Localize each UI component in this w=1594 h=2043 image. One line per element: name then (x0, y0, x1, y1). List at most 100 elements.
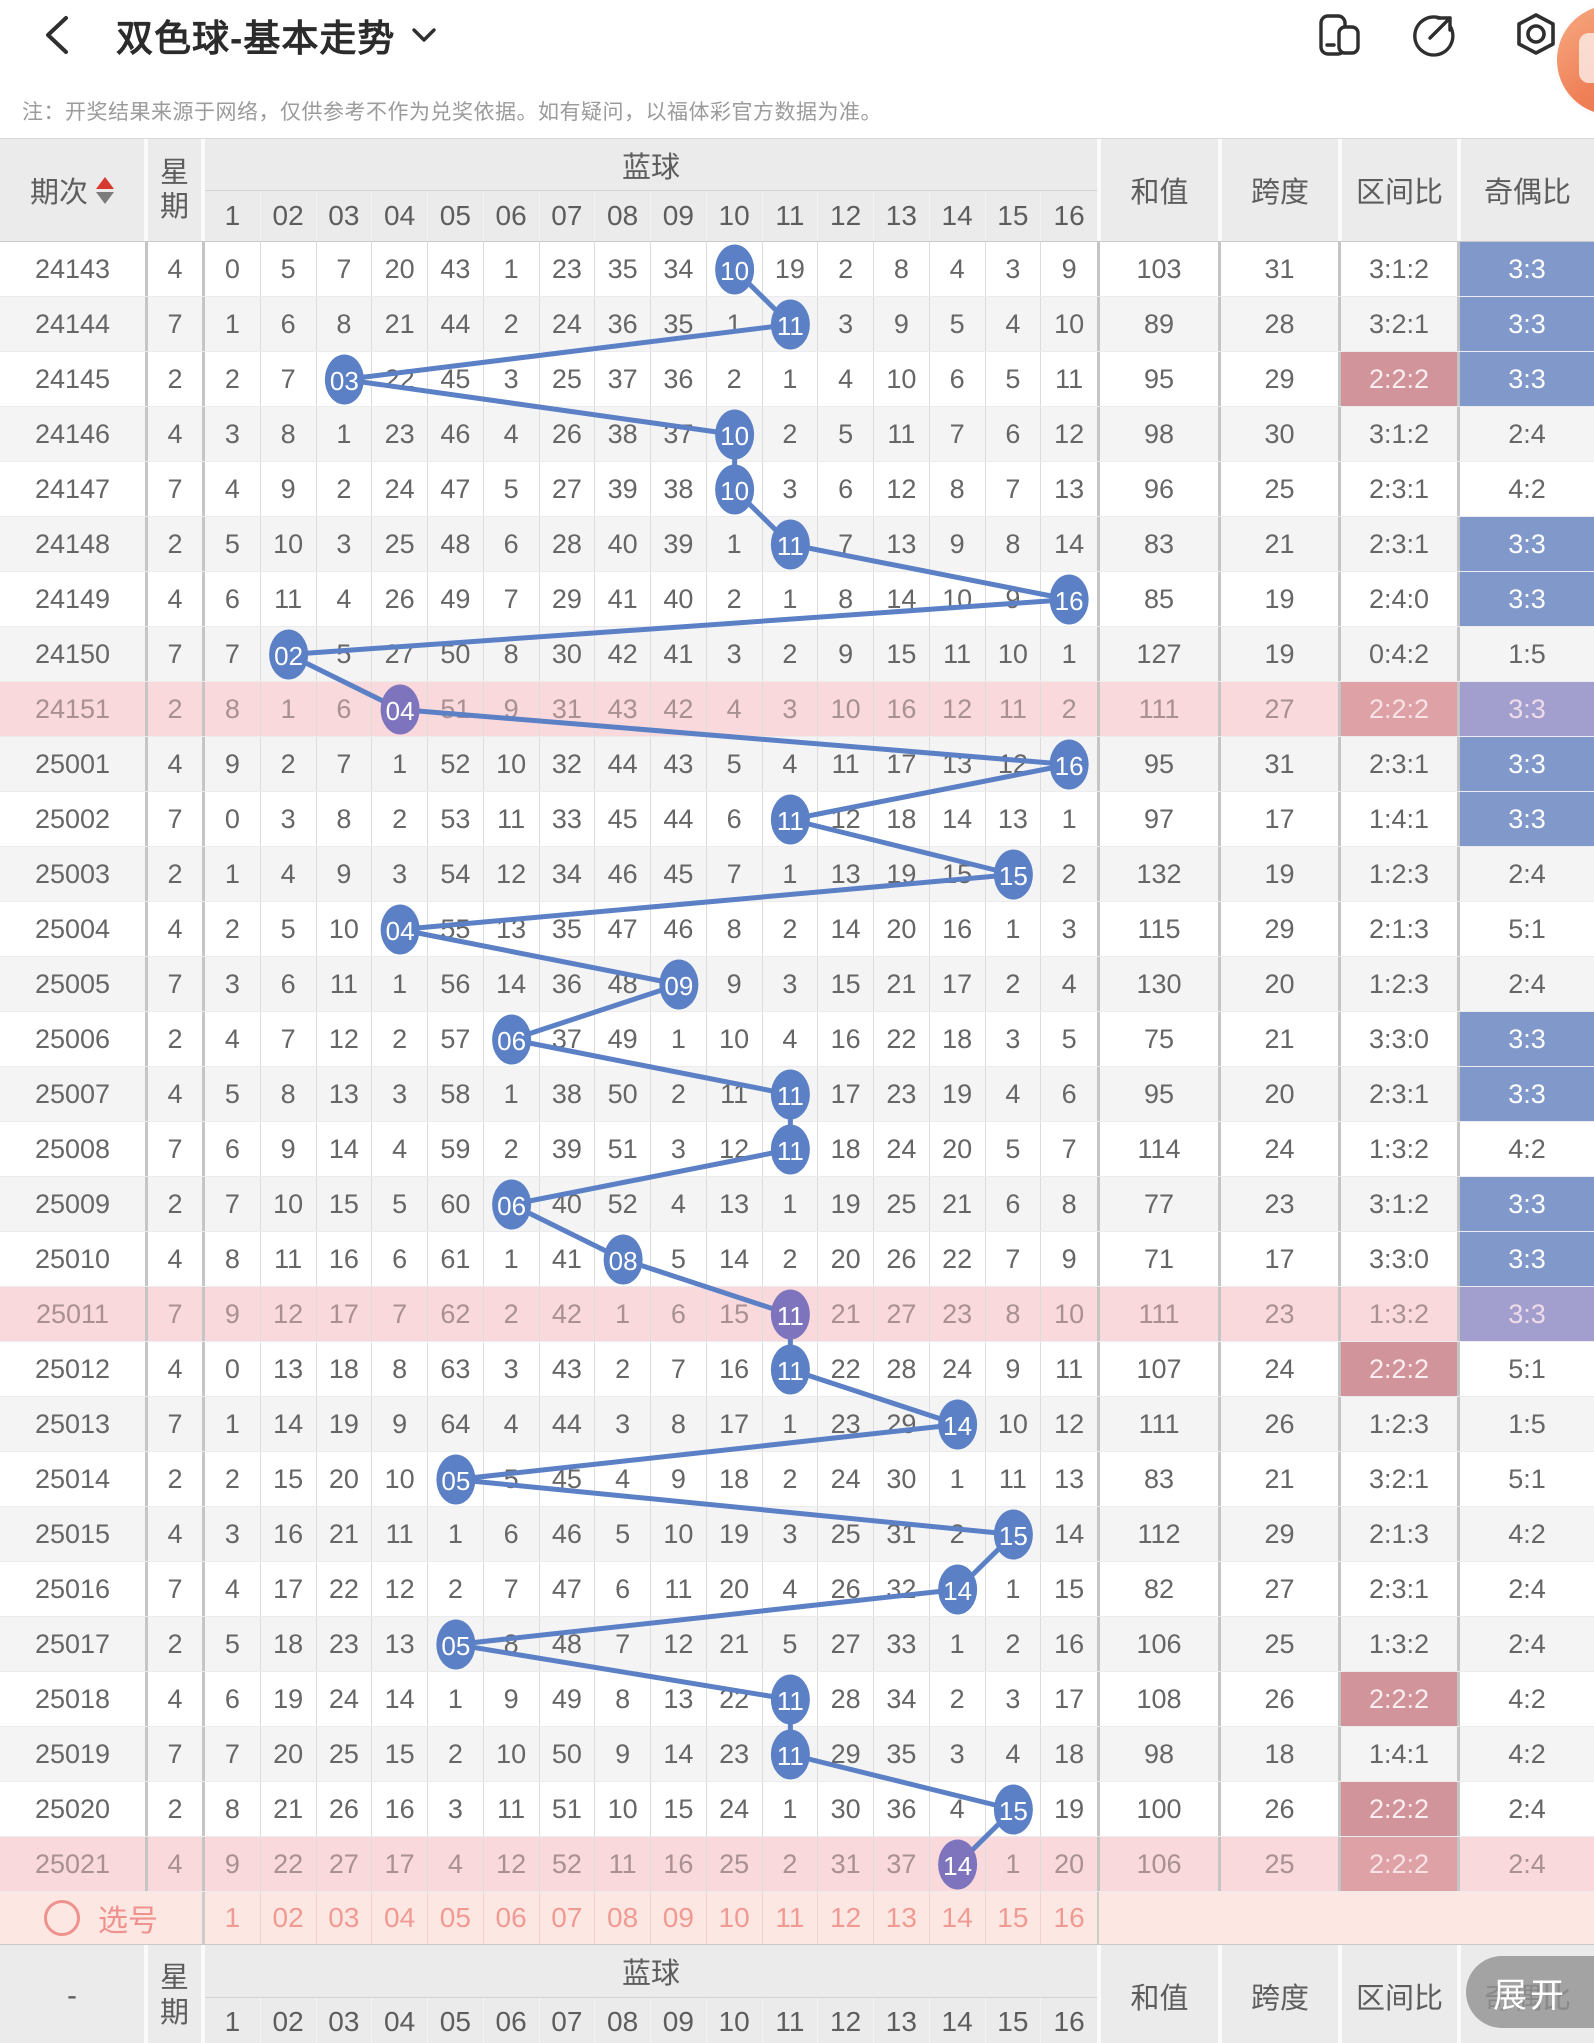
table-row[interactable]: 25016 7 4 17 22 12 2 7 47 6 11 20 4 26 32 1 15 82 27 2:3:1 2… (0, 1562, 1594, 1617)
select-ball-number[interactable]: 10 (707, 1892, 763, 1944)
ball-miss-cell: 8 (317, 297, 373, 351)
select-ball-number[interactable]: 13 (874, 1892, 930, 1944)
table-row[interactable]: 24144 7 1 6 8 21 44 2 24 36 35 1 3 9 5 4 10 89 28 3:2:1 3:3 (0, 297, 1594, 352)
ball-miss-cell: 6 (484, 1507, 540, 1561)
select-ball-number[interactable]: 11 (763, 1892, 819, 1944)
ball-miss-cell: 2 (763, 902, 819, 956)
ball-miss-cell: 23 (874, 1067, 930, 1121)
ball-miss-cell: 20 (372, 242, 428, 296)
ball-miss-cell: 38 (651, 462, 707, 516)
ball-miss-cell: 19 (261, 1672, 317, 1726)
ball-miss-cell: 17 (874, 737, 930, 791)
table-row[interactable]: 25008 7 6 9 14 4 59 2 39 51 3 12 18 24 20 5 7 114 24 1:3:2 4… (0, 1122, 1594, 1177)
zone-ratio-cell: 1:3:2 (1338, 1617, 1457, 1671)
table-row[interactable]: 25003 2 1 4 9 3 54 12 34 46 45 7 1 13 19 15 2 132 19 1:2:3 2… (0, 847, 1594, 902)
table-row[interactable]: 25020 2 8 21 26 16 3 11 51 10 15 24 1 30 36 4 19 100 26 2:2… (0, 1782, 1594, 1837)
back-button[interactable] (38, 14, 78, 56)
table-row[interactable]: 25015 4 3 16 21 11 1 6 46 5 10 19 3 25 31 2 14 112 29 2:1:3… (0, 1507, 1594, 1562)
table-row[interactable]: 24149 4 6 11 4 26 49 7 29 41 40 2 1 8 14 10 9 85 19 2:4:0 3:… (0, 572, 1594, 627)
ball-miss-cell: 5 (205, 517, 261, 571)
select-ball-number[interactable]: 05 (428, 1892, 484, 1944)
ball-miss-cell: 22 (930, 1232, 986, 1286)
table-row[interactable]: 25007 4 5 8 13 3 58 1 38 50 2 11 17 23 19 4 6 95 20 2:3:1 3:… (0, 1067, 1594, 1122)
split-window-button[interactable] (1316, 12, 1364, 60)
ball-miss-cell: 13 (986, 792, 1042, 846)
share-icon (1413, 15, 1455, 57)
ball-miss-cell: 21 (707, 1617, 763, 1671)
ball-miss-cell: 7 (205, 1177, 261, 1231)
ball-miss-cell: 13 (1054, 473, 1085, 504)
select-ball-number[interactable]: 12 (818, 1892, 874, 1944)
ball-miss-cell: 1 (763, 1782, 819, 1836)
table-row[interactable]: 24148 2 5 10 3 25 48 6 28 40 39 1 7 13 9 8 14 83 21 2:3:1 3:… (0, 517, 1594, 572)
ball-miss-cell: 11 (1055, 1353, 1084, 1384)
ball-col-header: 12 (818, 191, 874, 241)
column-header-period[interactable]: 期次 (0, 139, 148, 241)
ball-miss-cell: 32 (874, 1562, 930, 1616)
user-avatar[interactable] (1554, 2, 1594, 118)
table-row[interactable]: 25010 4 8 11 16 6 61 1 41 5 14 2 20 26 22 7 9 71 17 3:3:0 3:… (0, 1232, 1594, 1287)
ball-miss-cell: 10 (930, 572, 986, 626)
table-row[interactable]: 25018 4 6 19 24 14 1 9 49 8 13 22 28 34 2 3 17 108 26 2:2:2… (0, 1672, 1594, 1727)
select-button[interactable]: 选号 (0, 1892, 205, 1944)
select-ball-number[interactable]: 14 (930, 1892, 986, 1944)
ball-miss-cell: 11 (651, 1562, 707, 1616)
ball-miss-cell: 35 (874, 1727, 930, 1781)
select-ball-number[interactable]: 06 (484, 1892, 540, 1944)
table-row[interactable]: 25005 7 3 6 11 1 56 14 36 48 9 3 15 21 17 2 4 130 20 1:2:3 2… (0, 957, 1594, 1012)
zone-ratio-cell: 2:2:2 (1338, 1837, 1457, 1891)
select-ball-number[interactable]: 03 (317, 1892, 373, 1944)
table-row[interactable]: 25009 2 7 10 15 5 60 40 52 4 13 1 19 25 21 6 8 77 23 3:1:2 3… (0, 1177, 1594, 1232)
table-row[interactable]: 25019 7 7 20 25 15 2 10 50 9 14 23 29 35 3 4 18 98 18 1:4:1… (0, 1727, 1594, 1782)
table-row[interactable]: 25017 2 5 18 23 13 8 48 7 12 21 5 27 33 1 2 16 106 25 1:3:2… (0, 1617, 1594, 1672)
table-row[interactable]: 25014 2 2 15 20 10 5 45 4 9 18 2 24 30 1 11 13 83 21 3:2:1 5… (0, 1452, 1594, 1507)
table-row[interactable]: 24151 2 8 1 6 51 9 31 43 42 4 3 10 16 12 11 2 111 27 2:2:2 3… (0, 682, 1594, 737)
ball-miss-cell: 7 (930, 407, 986, 461)
ball-miss-cell: 10 (1054, 308, 1085, 339)
ball-miss-cell: 42 (595, 627, 651, 681)
ball-miss-cell: 13 (1054, 1463, 1085, 1494)
table-row[interactable]: 25002 7 0 3 8 2 53 11 33 45 44 6 12 18 14 13 1 97 17 1:4:1 3… (0, 792, 1594, 847)
ball-miss-cell: 1 (763, 1177, 819, 1231)
ball-miss-cell: 12 (261, 1287, 317, 1341)
ball-miss-cell (763, 1672, 819, 1726)
ball-miss-cell: 8 (874, 242, 930, 296)
select-ball-number[interactable]: 16 (1053, 1902, 1085, 1933)
parity-ratio-cell: 3:3 (1457, 1177, 1594, 1231)
ball-miss-cell: 29 (540, 572, 596, 626)
ball-miss-cell: 18 (707, 1452, 763, 1506)
ball-miss-cell: 10 (261, 517, 317, 571)
ball-miss-cell: 8 (205, 1232, 261, 1286)
record-button[interactable] (1512, 12, 1560, 60)
table-row[interactable]: 24146 4 3 8 1 23 46 4 26 38 37 2 5 11 7 6 12 98 30 3:1:2 2:4 (0, 407, 1594, 462)
ball-miss-cell: 36 (874, 1782, 930, 1836)
select-ball-number[interactable]: 02 (261, 1892, 317, 1944)
share-button[interactable] (1410, 12, 1458, 60)
zone-ratio-cell: 1:3:2 (1338, 1122, 1457, 1176)
table-row[interactable]: 25011 7 9 12 17 7 62 2 42 1 6 15 21 27 23 8 10 111 23 1:3:2… (0, 1287, 1594, 1342)
select-ball-number[interactable]: 04 (372, 1892, 428, 1944)
table-row[interactable]: 24147 7 4 9 2 24 47 5 27 39 38 3 6 12 8 7 13 96 25 2:3:1 4:2 (0, 462, 1594, 517)
select-ball-number[interactable]: 15 (986, 1892, 1042, 1944)
ball-miss-cell: 15 (261, 1452, 317, 1506)
select-ball-number[interactable]: 08 (595, 1892, 651, 1944)
table-row[interactable]: 24145 2 2 7 22 45 3 25 37 36 2 1 4 10 6 5 11 95 29 2:2:2 3:3 (0, 352, 1594, 407)
table-row[interactable]: 24143 4 0 5 7 20 43 1 23 35 34 19 2 8 4 3 9 103 31 3:1:2 3:3 (0, 242, 1594, 297)
zone-ratio-cell: 1:4:1 (1338, 792, 1457, 846)
expand-button[interactable]: 展开 (1466, 1956, 1594, 2028)
table-row[interactable]: 25012 4 0 13 18 8 63 3 43 2 7 16 22 28 24 9 11 107 24 2:2:2… (0, 1342, 1594, 1397)
table-row[interactable]: 25021 4 9 22 27 17 4 12 52 11 16 25 2 31 37 1 20 106 25 2:2… (0, 1837, 1594, 1892)
title-dropdown[interactable]: 双色球-基本走势 (116, 8, 437, 62)
parity-ratio-cell: 5:1 (1457, 1452, 1594, 1506)
table-row[interactable]: 25004 4 2 5 10 55 13 35 47 46 8 2 14 20 16 1 3 115 29 2:1:3… (0, 902, 1594, 957)
period-cell: 25021 (0, 1837, 148, 1891)
select-ball-number[interactable]: 09 (651, 1892, 707, 1944)
table-row[interactable]: 25001 4 9 2 7 1 52 10 32 44 43 5 4 11 17 13 12 95 31 2:3:1 3… (0, 737, 1594, 792)
table-row[interactable]: 25006 2 4 7 12 2 57 37 49 1 10 4 16 22 18 3 5 75 21 3:3:0 3:… (0, 1012, 1594, 1067)
ball-miss-cell: 4 (372, 1122, 428, 1176)
table-row[interactable]: 24150 7 7 5 27 50 8 30 42 41 3 2 9 15 11 10 1 127 19 0:4:2 1… (0, 627, 1594, 682)
select-ball-number[interactable]: 07 (540, 1892, 596, 1944)
table-row[interactable]: 25013 7 1 14 19 9 64 4 44 3 8 17 1 23 29 10 12 111 26 1:2:3… (0, 1397, 1594, 1452)
select-ball-number[interactable]: 1 (205, 1892, 261, 1944)
ball-miss-cell (484, 1177, 540, 1231)
